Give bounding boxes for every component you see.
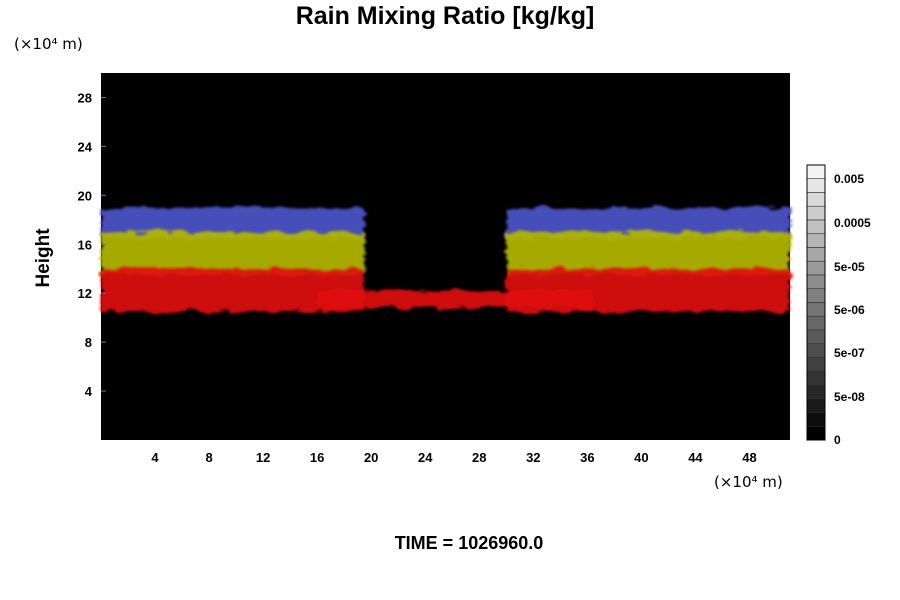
layer-band-2	[101, 232, 790, 275]
colorbar-step	[806, 329, 826, 345]
colorbar-step	[806, 219, 826, 235]
colorbar-step	[806, 425, 826, 441]
chart-title: Rain Mixing Ratio [kg/kg]	[296, 2, 595, 30]
colorbar-step	[806, 205, 826, 221]
colorbar-step	[806, 260, 826, 276]
colorbar-tick-label: 5e-07	[834, 346, 865, 360]
precip-layers	[101, 207, 790, 312]
colorbar-step	[806, 233, 826, 248]
colorbar-step	[806, 412, 826, 427]
colorbar-step	[806, 398, 826, 413]
colorbar-step	[806, 357, 826, 372]
colorbar-tick-label: 5e-05	[834, 260, 865, 274]
x-tick-label: 32	[526, 450, 540, 465]
y-tick-label: 24	[78, 139, 93, 154]
colorbar-step	[806, 315, 826, 331]
colorbar-step	[806, 164, 826, 180]
colorbar-tick-label: 0.0005	[834, 216, 871, 230]
colorbar-frame	[806, 164, 826, 441]
colorbar-step	[806, 288, 826, 303]
colorbar-step	[806, 274, 826, 290]
y-tick-label: 16	[78, 237, 92, 252]
colorbar-step	[806, 384, 826, 400]
y-axis-unit: (×10⁴ m)	[14, 35, 83, 53]
x-tick-label: 24	[418, 450, 433, 465]
colorbar-step	[806, 343, 826, 358]
layer-band-middle-patch	[317, 290, 595, 308]
x-tick-label: 4	[151, 450, 159, 465]
colorbar-tick-label: 0.005	[834, 172, 864, 186]
y-tick-label: 28	[78, 90, 92, 105]
colorbar-tick-label: 0	[834, 433, 841, 447]
x-axis-ticks: 4 8 12 16 20 24 28 32 36 40 44 48	[151, 450, 756, 465]
layer-band-2-left	[101, 232, 365, 275]
y-axis-ticks: 4 8 12 16 20 24 28	[78, 90, 106, 399]
x-tick-label: 8	[205, 450, 212, 465]
x-tick-label: 20	[364, 450, 378, 465]
y-tick-label: 8	[85, 335, 92, 350]
x-tick-label: 48	[742, 450, 756, 465]
y-tick-label: 12	[78, 286, 92, 301]
x-tick-label: 36	[580, 450, 594, 465]
colorbar-step	[806, 370, 826, 386]
x-tick-label: 16	[310, 450, 324, 465]
y-axis-label: Height	[33, 228, 54, 288]
colorbar-step	[806, 192, 826, 207]
x-tick-label: 28	[472, 450, 486, 465]
y-tick-label: 4	[85, 384, 93, 399]
colorbar-tick-label: 5e-06	[834, 303, 865, 317]
colorbar: 0.005 0.0005 5e-05 5e-06 5e-07 5e-08 0	[806, 164, 871, 447]
layer-band-middle	[317, 290, 595, 308]
colorbar-tick-label: 5e-08	[834, 390, 865, 404]
layer-band-2-right	[506, 232, 790, 275]
plot-area	[101, 73, 790, 440]
x-tick-label: 40	[634, 450, 648, 465]
colorbar-step	[806, 178, 826, 193]
colorbar-step	[806, 247, 826, 262]
x-tick-label: 44	[688, 450, 703, 465]
x-axis-unit: (×10⁴ m)	[714, 473, 783, 491]
x-tick-label: 12	[256, 450, 270, 465]
time-label: TIME = 1026960.0	[395, 533, 544, 553]
colorbar-step	[806, 302, 826, 317]
y-tick-label: 20	[78, 188, 92, 203]
